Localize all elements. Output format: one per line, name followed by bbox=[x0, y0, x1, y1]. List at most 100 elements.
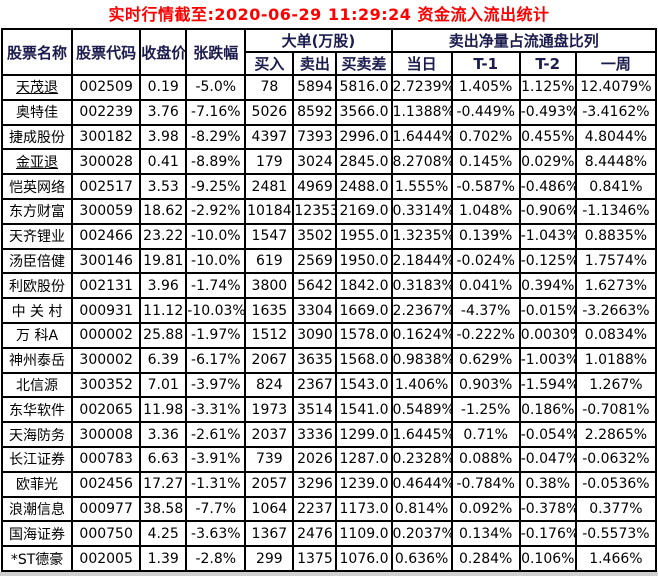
stock-name-link[interactable]: 国海证券 bbox=[0, 520, 74, 548]
stock-name-link[interactable]: *ST德豪 bbox=[0, 545, 74, 572]
stock-name-link[interactable]: 捷成股份 bbox=[0, 123, 74, 151]
stock-name-link[interactable]: 恺英网络 bbox=[0, 173, 74, 200]
cell-close-price: 3.36 bbox=[139, 421, 188, 448]
cell-net-t1: -0.587% bbox=[450, 173, 521, 200]
stock-name-link[interactable]: 利欧股份 bbox=[0, 272, 74, 300]
cell-buy-sell-diff: 1543.0 bbox=[335, 371, 393, 399]
stock-name-link[interactable]: 中 关 村 bbox=[0, 297, 74, 324]
stock-name-link[interactable]: 东方财富 bbox=[0, 197, 74, 225]
cell-buy-sell-diff: 1109.0 bbox=[335, 520, 393, 548]
stock-code: 300059 bbox=[71, 197, 142, 225]
cell-big-buy: 1973 bbox=[244, 396, 295, 424]
cell-close-price: 23.22 bbox=[139, 222, 188, 250]
cell-change-pct: -3.63% bbox=[185, 520, 247, 548]
cell-close-price: 0.41 bbox=[139, 148, 188, 176]
table-row: 神州泰岳 300002 6.39 -6.17% 2067 3635 1568.0 0.9838… bbox=[0, 346, 658, 374]
cell-net-t2: -0.176% bbox=[518, 520, 577, 548]
stock-code: 300028 bbox=[71, 148, 142, 176]
cell-big-sell: 3635 bbox=[292, 346, 338, 374]
cell-big-sell: 2367 bbox=[292, 371, 338, 399]
cell-net-t2: -0.015% bbox=[518, 297, 577, 324]
cell-big-buy: 2481 bbox=[244, 173, 295, 200]
cell-close-price: 0.19 bbox=[139, 74, 188, 101]
cell-buy-sell-diff: 1568.0 bbox=[335, 346, 393, 374]
cell-net-t2: 0.106% bbox=[518, 545, 577, 572]
cell-change-pct: -7.16% bbox=[185, 98, 247, 126]
cell-net-week: -0.5573% bbox=[574, 520, 658, 548]
cell-big-buy: 1064 bbox=[244, 495, 295, 523]
stock-name-link[interactable]: 天茂退 bbox=[0, 74, 74, 101]
cell-net-day: 0.814% bbox=[390, 495, 453, 523]
table-row: 金亚退 300028 0.41 -8.89% 179 3024 2845.0 8.2708% 0… bbox=[0, 148, 658, 176]
stock-name-link[interactable]: 奥特佳 bbox=[0, 98, 74, 126]
cell-change-pct: -3.97% bbox=[185, 371, 247, 399]
cell-net-day: 0.3183% bbox=[390, 272, 453, 300]
cell-net-t1: 0.041% bbox=[450, 272, 521, 300]
cell-buy-sell-diff: 1578.0 bbox=[335, 321, 393, 349]
stock-code: 300146 bbox=[71, 247, 142, 275]
table-row: 万 科A 000002 25.88 -1.97% 1512 3090 1578.0 0.162… bbox=[0, 321, 658, 349]
table-row: 东方财富 300059 18.62 -2.92% 10184 12353 2169.0 0.3… bbox=[0, 197, 658, 225]
cell-big-buy: 1547 bbox=[244, 222, 295, 250]
stock-code: 300008 bbox=[71, 421, 142, 448]
cell-change-pct: -2.61% bbox=[185, 421, 247, 448]
cell-net-t1: 0.092% bbox=[450, 495, 521, 523]
stock-name-link[interactable]: 东华软件 bbox=[0, 396, 74, 424]
cell-big-buy: 619 bbox=[244, 247, 295, 275]
stock-name-link[interactable]: 万 科A bbox=[0, 321, 74, 349]
cell-big-sell: 2026 bbox=[292, 445, 338, 473]
stock-name-link[interactable]: 天齐锂业 bbox=[0, 222, 74, 250]
cell-buy-sell-diff: 1955.0 bbox=[335, 222, 393, 250]
cell-net-week: -3.2663% bbox=[574, 297, 658, 324]
cell-net-week: -0.7081% bbox=[574, 396, 658, 424]
cell-net-day: 0.2037% bbox=[390, 520, 453, 548]
cell-net-t2: 0.186% bbox=[518, 396, 577, 424]
cell-net-day: 1.6444% bbox=[390, 123, 453, 151]
cell-change-pct: -3.31% bbox=[185, 396, 247, 424]
cell-big-buy: 78 bbox=[244, 74, 295, 101]
cell-net-day: 2.7239% bbox=[390, 74, 453, 101]
stock-name-link[interactable]: 天海防务 bbox=[0, 421, 74, 448]
cell-net-t1: 1.405% bbox=[450, 74, 521, 101]
cell-close-price: 6.63 bbox=[139, 445, 188, 473]
col-header-t2: T-2 bbox=[518, 51, 577, 76]
col-header-sell: 卖出 bbox=[292, 51, 338, 76]
cell-net-week: 8.4448% bbox=[574, 148, 658, 176]
stock-code: 000977 bbox=[71, 495, 142, 523]
stock-name-link[interactable]: 神州泰岳 bbox=[0, 346, 74, 374]
cell-net-t2: -0.378% bbox=[518, 495, 577, 523]
table-row: 北信源 300352 7.01 -3.97% 824 2367 1543.0 1.406% 0.… bbox=[0, 371, 658, 399]
table-row: 中 关 村 000931 11.12 -10.03% 1635 3304 1669.0 2.2… bbox=[0, 297, 658, 324]
stock-name-link[interactable]: 汤臣倍健 bbox=[0, 247, 74, 275]
cell-big-buy: 2057 bbox=[244, 470, 295, 498]
cell-net-week: 0.841% bbox=[574, 173, 658, 200]
stock-name-link[interactable]: 金亚退 bbox=[0, 148, 74, 176]
cell-net-day: 1.555% bbox=[390, 173, 453, 200]
cell-big-sell: 1375 bbox=[292, 545, 338, 572]
cell-net-t2: 0.0030% bbox=[518, 321, 577, 349]
cell-big-buy: 4397 bbox=[244, 123, 295, 151]
cell-big-sell: 3296 bbox=[292, 470, 338, 498]
cell-net-day: 0.4644% bbox=[390, 470, 453, 498]
header-row-sub: 买入 卖出 买卖差 当日 T-1 T-2 一周 bbox=[2, 51, 658, 76]
cell-net-t2: -1.003% bbox=[518, 346, 577, 374]
cell-buy-sell-diff: 1299.0 bbox=[335, 421, 393, 448]
stock-name-link[interactable]: 欧菲光 bbox=[0, 470, 74, 498]
cell-buy-sell-diff: 1842.0 bbox=[335, 272, 393, 300]
cell-net-day: 8.2708% bbox=[390, 148, 453, 176]
cell-big-sell: 2569 bbox=[292, 247, 338, 275]
stock-name-link[interactable]: 北信源 bbox=[0, 371, 74, 399]
stock-name-link[interactable]: 浪潮信息 bbox=[0, 495, 74, 523]
stock-name-link[interactable]: 长江证券 bbox=[0, 445, 74, 473]
table-row: 利欧股份 002131 3.96 -1.74% 3800 5642 1842.0 0.3183… bbox=[0, 272, 658, 300]
cell-big-sell: 12353 bbox=[292, 197, 338, 225]
cell-change-pct: -9.25% bbox=[185, 173, 247, 200]
cell-net-week: 12.4079% bbox=[574, 74, 658, 101]
cell-close-price: 18.62 bbox=[139, 197, 188, 225]
cell-net-t1: 1.048% bbox=[450, 197, 521, 225]
cell-net-t1: 0.088% bbox=[450, 445, 521, 473]
table-header: 股票名称 股票代码 收盘价 张跌幅 大单(万股) 卖出净量占流通盘比列 买入 卖… bbox=[0, 28, 658, 76]
cell-big-buy: 824 bbox=[244, 371, 295, 399]
col-header-stock-code: 股票代码 bbox=[71, 28, 142, 76]
cell-change-pct: -7.7% bbox=[185, 495, 247, 523]
